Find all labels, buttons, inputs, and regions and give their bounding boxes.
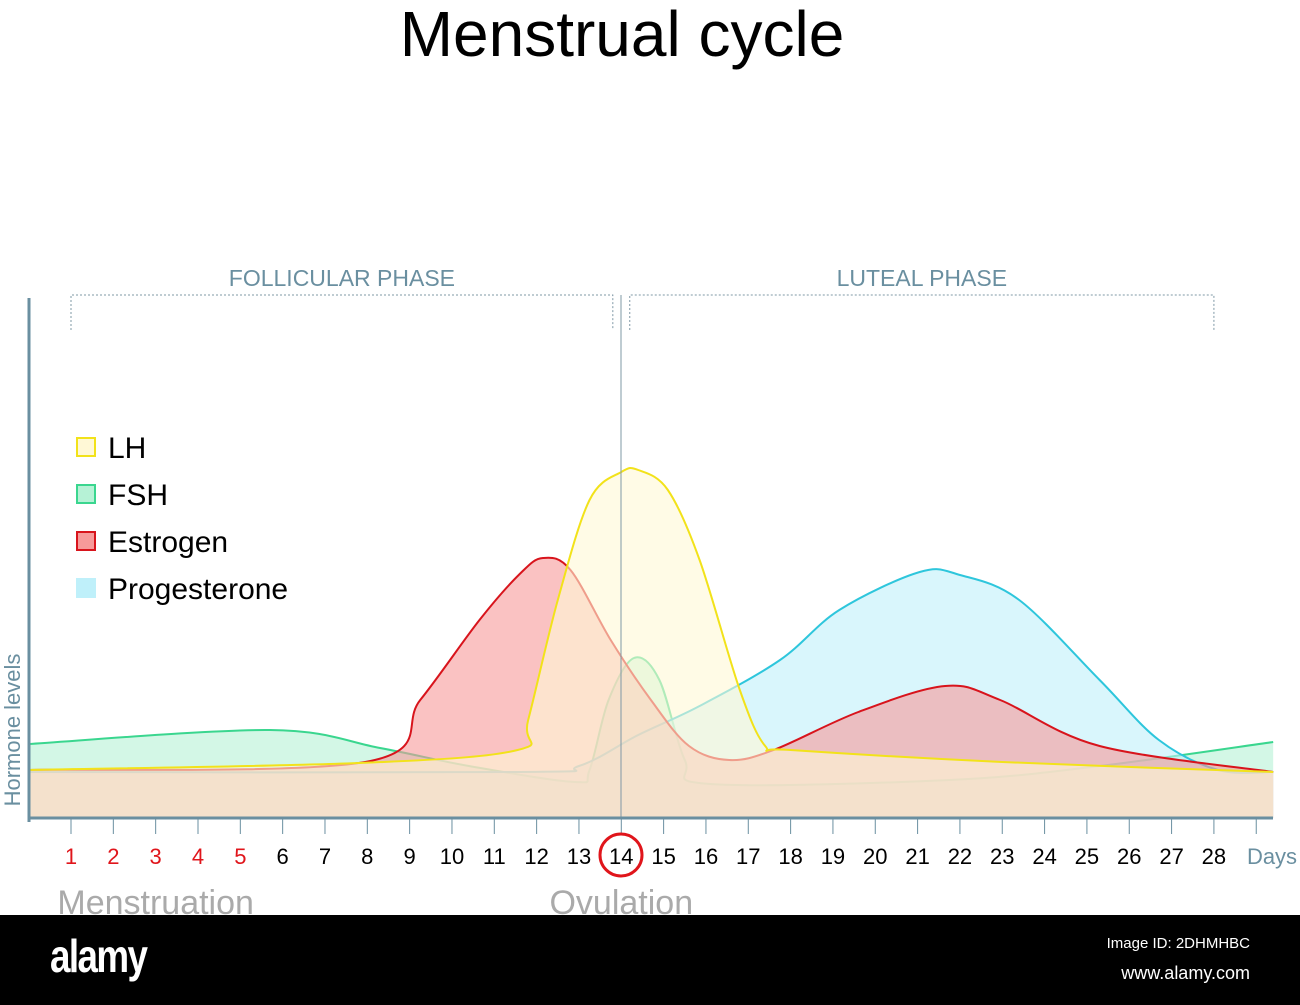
lh-area xyxy=(28,467,1274,818)
tick-label: 27 xyxy=(1159,844,1183,869)
phase-label: FOLLICULAR PHASE xyxy=(229,265,455,291)
watermark-url: www.alamy.com xyxy=(1121,963,1250,983)
watermark-footer: alamy Image ID: 2DHMHBC www.alamy.com xyxy=(0,915,1300,1005)
ovulation-day-circle xyxy=(598,832,644,878)
tick-label: 5 xyxy=(234,844,246,869)
chart-title: Menstrual cycle xyxy=(400,0,845,70)
legend-swatch-estrogen xyxy=(76,531,96,551)
tick-label: 17 xyxy=(736,844,760,869)
tick-label: 3 xyxy=(150,844,162,869)
tick-label: 9 xyxy=(404,844,416,869)
legend-label-lh: LH xyxy=(108,432,146,465)
tick-label: 2 xyxy=(107,844,119,869)
tick-label: 10 xyxy=(440,844,464,869)
tick-label: 28 xyxy=(1202,844,1226,869)
tick-label: 15 xyxy=(651,844,675,869)
legend-label-estrogen: Estrogen xyxy=(108,526,228,559)
x-ticks: 1 2 3 4 5 6 7 8 9 10 11 12 13 14 15 16 17 18 19 20 21 22 23 24 2… xyxy=(65,818,1257,869)
tick-label: 4 xyxy=(192,844,204,869)
image-id: Image ID: 2DHMHBC xyxy=(1106,935,1250,952)
tick-label: 12 xyxy=(524,844,548,869)
legend-swatch-lh xyxy=(76,437,96,457)
legend-label-progesterone: Progesterone xyxy=(108,573,288,606)
tick-label: 26 xyxy=(1117,844,1141,869)
tick-label: 25 xyxy=(1075,844,1099,869)
tick-label: 14 xyxy=(609,844,633,869)
tick-label: 23 xyxy=(990,844,1014,869)
phase-label: LUTEAL PHASE xyxy=(837,265,1007,291)
tick-label: 7 xyxy=(319,844,331,869)
y-axis-label: Hormone levels xyxy=(0,654,25,807)
tick-label: 11 xyxy=(483,844,506,869)
estrogen-area xyxy=(28,557,1274,818)
legend-swatch-progesterone xyxy=(76,578,96,598)
tick-label: 13 xyxy=(567,844,591,869)
hormone-areas xyxy=(28,466,1274,818)
tick-label: 18 xyxy=(778,844,802,869)
legend-swatch-fsh xyxy=(76,484,96,504)
tick-label: 24 xyxy=(1032,844,1056,869)
tick-label: 1 xyxy=(65,844,77,869)
alamy-logo: alamy xyxy=(50,930,148,982)
tick-label: 20 xyxy=(863,844,887,869)
legend-label-fsh: FSH xyxy=(108,479,168,512)
tick-label: 21 xyxy=(905,844,929,869)
tick-label: 8 xyxy=(361,844,373,869)
tick-label: 19 xyxy=(821,844,845,869)
legend: LH FSH Estrogen Progesterone xyxy=(76,432,288,606)
phase-brackets: FOLLICULAR PHASE LUTEAL PHASE xyxy=(70,265,1215,330)
lh-line xyxy=(28,466,1274,773)
tick-label: 22 xyxy=(948,844,972,869)
x-axis-label: Days xyxy=(1247,844,1297,869)
phase-bracket xyxy=(629,294,1215,330)
tick-label: 16 xyxy=(694,844,718,869)
tick-label: 6 xyxy=(277,844,289,869)
phase-bracket xyxy=(70,294,614,330)
